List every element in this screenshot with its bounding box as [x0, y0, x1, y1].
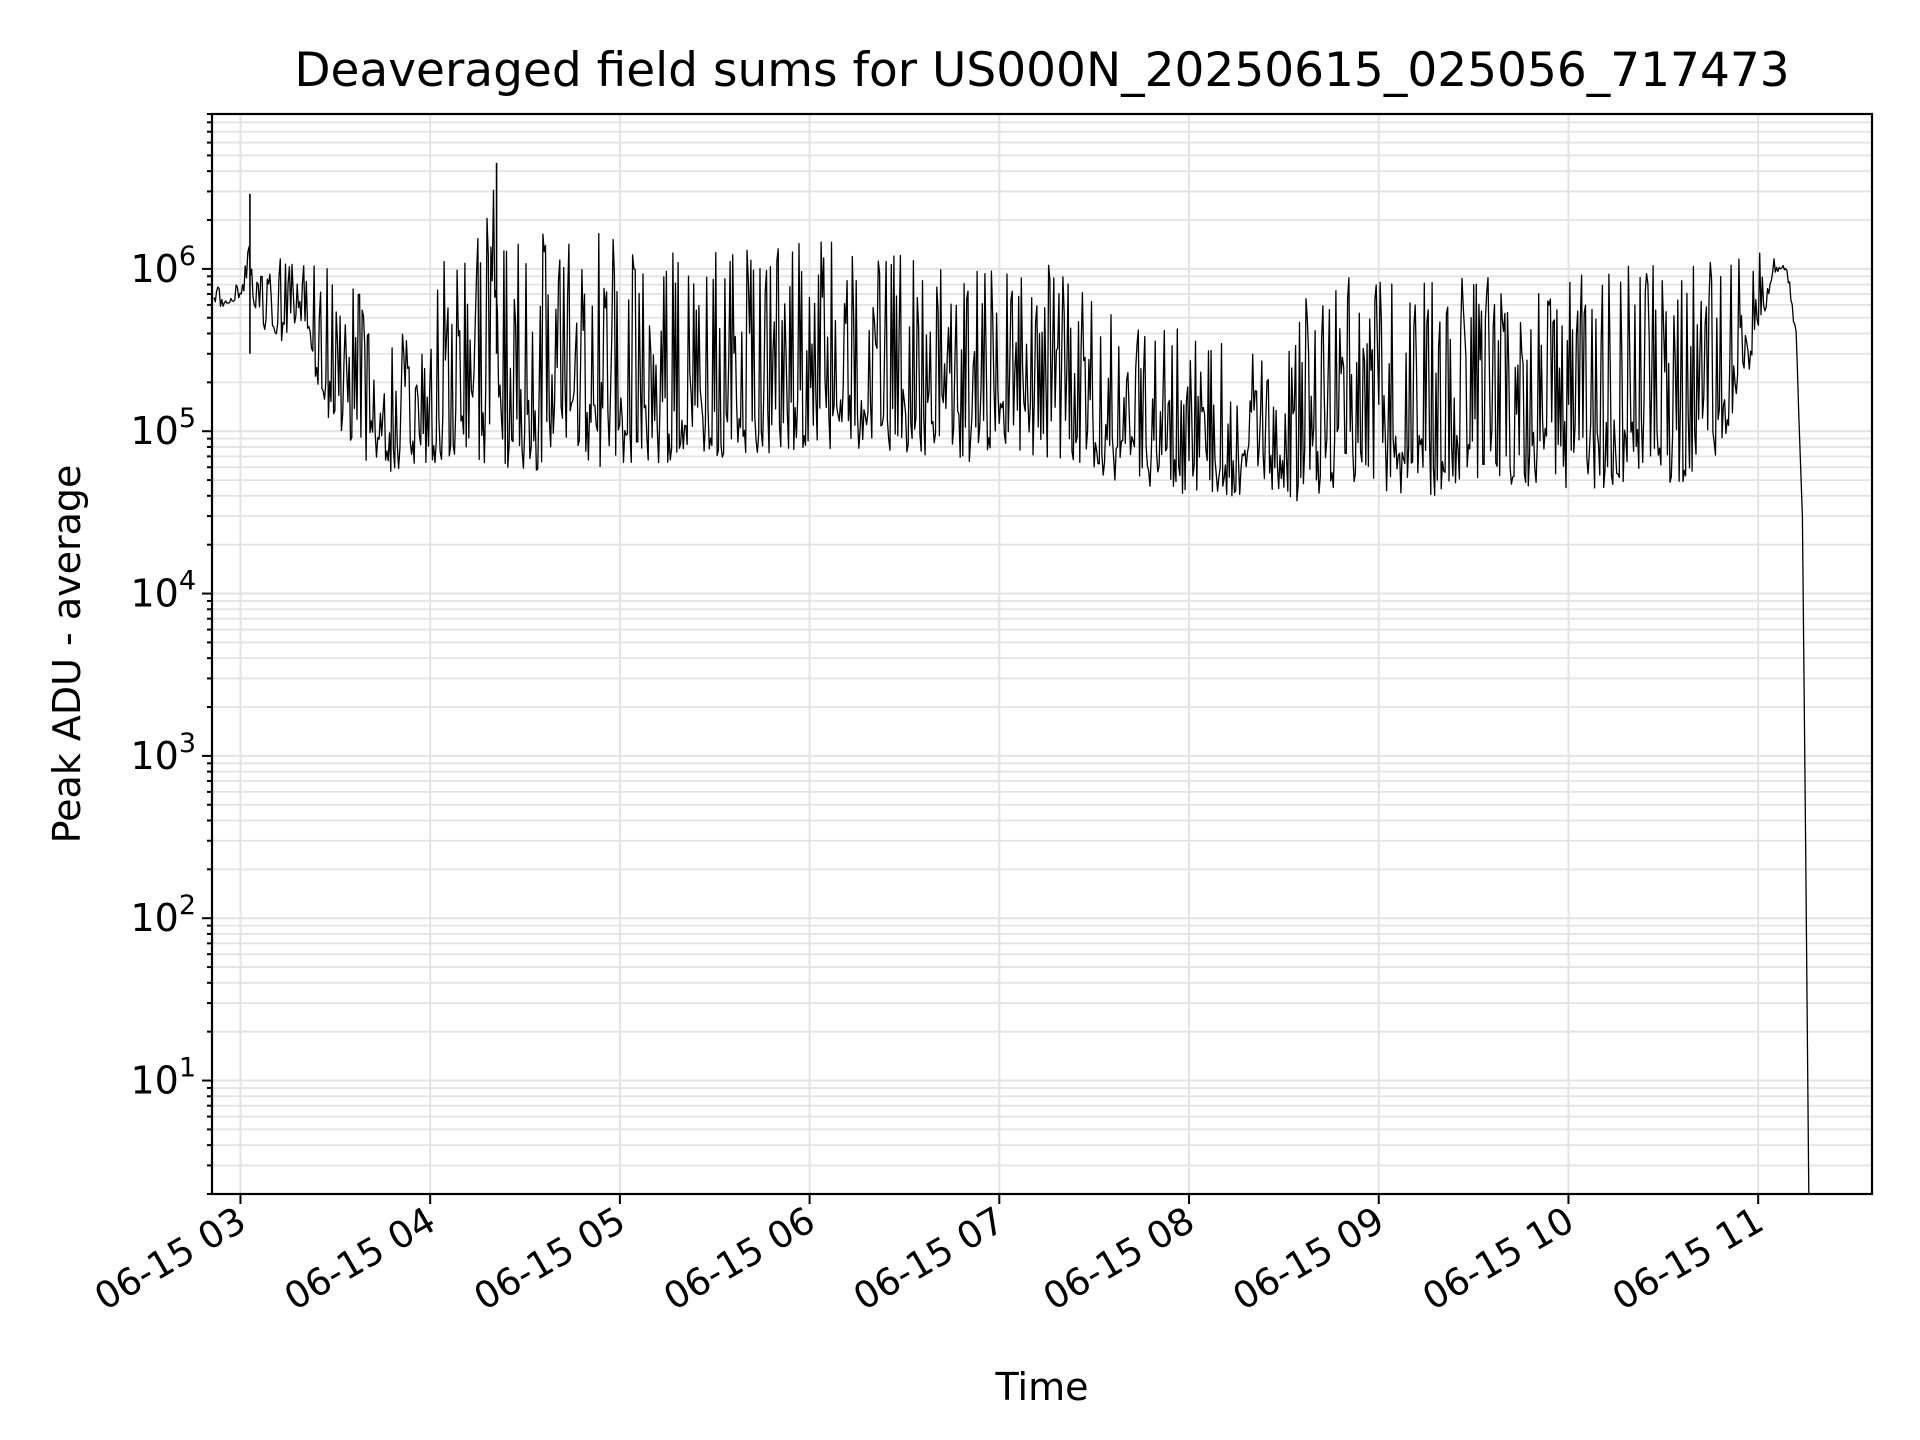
y-tick-label: 105 [130, 403, 196, 453]
series-line [213, 189, 1810, 1194]
y-axis-label: Peak ADU - average [45, 465, 89, 844]
y-tick-label: 106 [130, 241, 196, 291]
y-tick-label: 102 [130, 890, 196, 940]
y-tick-label: 104 [130, 566, 196, 616]
x-axis-label: Time [995, 1365, 1089, 1409]
y-tick-label: 101 [130, 1053, 196, 1103]
chart-title: Deaveraged field sums for US000N_2025061… [294, 43, 1789, 98]
data-line [213, 162, 1810, 1194]
y-tick-label: 103 [130, 728, 196, 778]
plot-frame [210, 112, 1874, 1196]
